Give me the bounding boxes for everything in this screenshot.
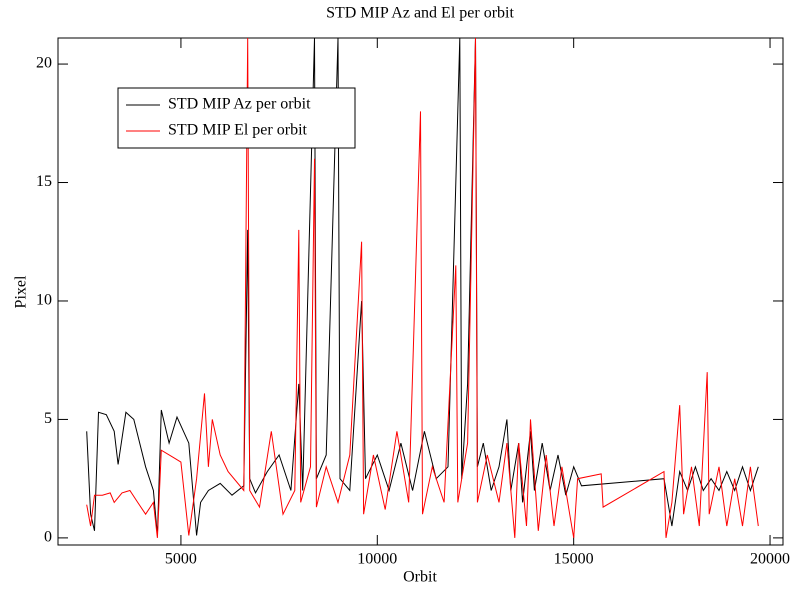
plot-frame: [57, 37, 784, 546]
y-tick-label: 15: [36, 173, 52, 190]
y-tick-label: 0: [44, 529, 52, 546]
x-tick-label: 20000: [750, 551, 790, 568]
y-tick-label: 5: [44, 410, 52, 427]
x-tick-label: 10000: [357, 551, 397, 568]
series-line: [86, 38, 759, 538]
x-tick-label: 5000: [165, 551, 197, 568]
series-line: [86, 38, 759, 536]
legend-box: [117, 87, 356, 149]
y-tick-label: 10: [36, 292, 52, 309]
legend-label: STD MIP El per orbit: [168, 122, 308, 139]
legend-label: STD MIP Az per orbit: [168, 96, 311, 113]
y-axis-label: Pixel: [13, 275, 30, 308]
y-tick-label: 20: [36, 55, 52, 72]
plot-lines: [86, 38, 759, 538]
chart-title: STD MIP Az and El per orbit: [326, 5, 514, 22]
x-tick-label: 15000: [554, 551, 594, 568]
x-axis-label: Orbit: [403, 569, 437, 586]
